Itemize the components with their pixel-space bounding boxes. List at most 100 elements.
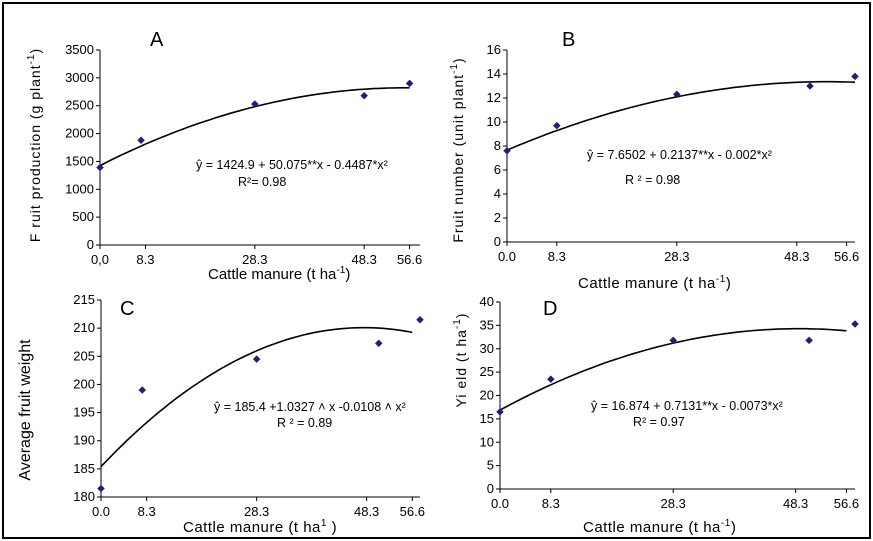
panel-b-r2: R ² = 0.98 (625, 173, 680, 187)
panel-d-data-point (851, 320, 859, 328)
panel-b-y-tick-label: 14 (487, 66, 501, 81)
panel-b-x-tick-label: 28.3 (664, 249, 689, 264)
panel-b-x-tick-label: 0.0 (498, 249, 516, 264)
panel-a: A F ruit production (g plant-1) Cattle m… (26, 29, 422, 283)
panel-d-y-tick-label: 35 (480, 317, 494, 332)
svg-text:Fruit number (unit plant-1): Fruit number (unit plant-1) (449, 57, 466, 242)
panel-c-data-point (252, 355, 261, 363)
panel-b-x-tick-label: 56.6 (834, 249, 859, 264)
svg-text:Average fruit weight: Average fruit weight (17, 339, 34, 481)
panel-c-y-tick-label: 195 (73, 405, 95, 420)
panel-a-data-point (96, 163, 104, 172)
panel-a-y-tick-label: 1000 (65, 181, 94, 196)
panel-c-x-tick-label: 0.0 (92, 504, 110, 519)
panel-b-letter: B (562, 29, 575, 51)
panel-a-x-tick-label: 8.3 (136, 252, 154, 267)
panel-d-x-tick-label: 8.3 (542, 496, 560, 511)
panel-d-xlabel: Cattle manure (t ha-1) (583, 518, 736, 536)
panel-c-data-point (97, 484, 105, 493)
panel-d-y-tick-label: 15 (480, 411, 494, 426)
panel-a-x-tick-label: 28.3 (242, 252, 267, 267)
panel-b-y-tick-label: 4 (494, 186, 501, 201)
panel-c-y-tick-label: 180 (73, 489, 95, 504)
panel-b-data-point (806, 82, 814, 90)
panel-b-x-tick-label: 48.3 (784, 249, 809, 264)
svg-text:F ruit production (g plant-1): F ruit production (g plant-1) (26, 48, 43, 242)
panel-d: D Yi eld (t ha-1) Cattle manure (t ha-1)… (452, 294, 859, 536)
panel-b-y-tick-label: 16 (487, 42, 501, 57)
panel-a-y-tick-label: 2500 (65, 98, 94, 113)
panel-d-y-tick-label: 0 (487, 481, 494, 496)
panel-a-y-tick-label: 500 (72, 209, 94, 224)
panel-a-x-tick-label: 56.6 (397, 252, 422, 267)
panel-b-y-tick-label: 2 (494, 210, 501, 225)
panel-a-equation: ŷ = 1424.9 + 50.075**x - 0.4487*x² (196, 158, 388, 172)
panel-b-data-point (851, 72, 859, 81)
panel-d-data-point (496, 408, 504, 416)
panel-c-x-tick-label: 56.6 (400, 504, 425, 519)
panel-d-data-point (546, 375, 555, 383)
panel-a-y-tick-label: 3000 (65, 70, 94, 85)
panel-c-equation: ŷ = 185.4 +1.0327 ˄ x -0.0108 ˄ x² (214, 400, 406, 414)
panel-b-ylabel: Fruit number (unit plant-1) (449, 57, 466, 242)
panel-c-y-tick-label: 185 (73, 461, 95, 476)
panel-d-equation: ŷ = 16.874 + 0.7131**x - 0.0073*x² (591, 399, 783, 413)
panel-c-x-tick-label: 8.3 (138, 504, 156, 519)
panel-c: C Average fruit weight Cattle manure (t … (17, 292, 425, 536)
panel-a-r2: R²= 0.98 (238, 175, 286, 189)
panel-a-y-tick-label: 1500 (65, 153, 94, 168)
panel-b-y-tick-label: 12 (487, 90, 501, 105)
panel-b: B Fruit number (unit plant-1) Cattle man… (449, 29, 859, 292)
panel-a-xlabel: Cattle manure (t ha-1) (208, 265, 350, 283)
panel-c-x-tick-label: 48.3 (354, 504, 379, 519)
panel-d-x-tick-label: 48.3 (783, 496, 808, 511)
panel-d-ylabel: Yi eld (t ha-1) (452, 313, 469, 408)
panel-d-y-tick-label: 5 (487, 458, 494, 473)
panel-c-data-point (416, 315, 424, 324)
panel-c-letter: C (120, 298, 134, 320)
panel-d-r2: R² = 0.97 (633, 415, 685, 429)
panel-b-data-point (672, 90, 681, 99)
panel-b-xlabel: Cattle manure (t ha-1) (578, 274, 731, 292)
panel-d-x-tick-label: 28.3 (661, 496, 686, 511)
panel-a-y-tick-label: 3500 (65, 42, 94, 57)
svg-text:Yi eld (t ha-1): Yi eld (t ha-1) (452, 313, 469, 408)
panel-d-x-tick-label: 56.6 (834, 496, 859, 511)
panel-a-y-tick-label: 2000 (65, 126, 94, 141)
panel-c-data-point (374, 339, 383, 348)
panel-c-r2: R ² = 0.89 (277, 416, 332, 430)
panel-d-data-point (669, 336, 678, 345)
panel-a-data-point (250, 100, 259, 108)
panel-c-y-tick-label: 200 (73, 376, 95, 391)
panel-a-data-point (137, 136, 145, 145)
panel-b-data-point (503, 146, 511, 155)
panel-d-y-tick-label: 30 (480, 341, 494, 356)
panel-b-equation: ŷ = 7.6502 + 0.2137**x - 0.002*x² (587, 148, 772, 162)
panel-c-x-tick-label: 28.3 (244, 504, 269, 519)
panel-c-y-tick-label: 190 (73, 433, 95, 448)
panel-d-y-tick-label: 40 (480, 294, 494, 309)
panel-b-y-tick-label: 0 (494, 234, 501, 249)
panel-d-data-point (805, 336, 813, 345)
panel-a-letter: A (150, 29, 164, 51)
panel-a-x-tick-label: 48.3 (352, 252, 377, 267)
panel-d-y-tick-label: 25 (480, 364, 494, 379)
panel-c-fit-curve (100, 326, 413, 468)
panel-b-fit-curve (506, 80, 856, 151)
panel-b-data-point (552, 121, 561, 130)
panel-a-ylabel: F ruit production (g plant-1) (26, 48, 43, 242)
panel-d-y-tick-label: 10 (480, 434, 494, 449)
panel-b-y-tick-label: 8 (494, 138, 501, 153)
panel-a-x-tick-label: 0,0 (91, 252, 109, 267)
panel-a-data-point (360, 91, 369, 100)
panel-d-letter: D (543, 298, 557, 320)
panel-a-y-tick-label: 0 (87, 237, 94, 252)
panel-c-y-tick-label: 210 (73, 320, 95, 335)
panel-b-y-tick-label: 6 (494, 162, 501, 177)
panel-d-x-tick-label: 0.0 (491, 496, 509, 511)
panel-b-x-tick-label: 8.3 (548, 249, 566, 264)
panel-c-y-tick-label: 215 (73, 292, 95, 307)
panel-a-data-point (405, 79, 414, 88)
